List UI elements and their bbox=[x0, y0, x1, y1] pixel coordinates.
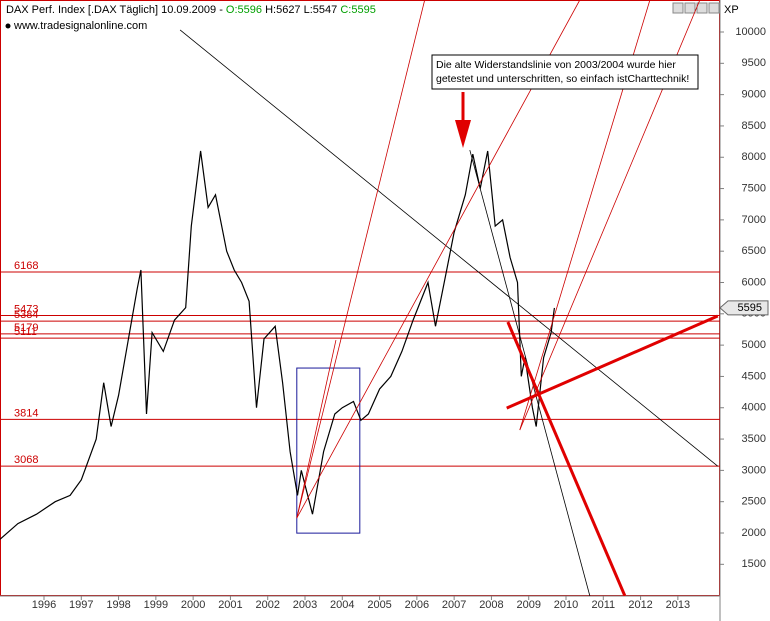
x-tick-label: 1999 bbox=[144, 599, 168, 611]
x-tick-label: 2009 bbox=[516, 599, 540, 611]
y-tick-label: 8000 bbox=[742, 151, 766, 163]
y-tick-label: 3500 bbox=[742, 433, 766, 445]
trend-line bbox=[296, 339, 337, 519]
level-label: 5384 bbox=[14, 309, 38, 321]
x-tick-label: 2002 bbox=[255, 599, 279, 611]
x-tick-label: 2000 bbox=[181, 599, 205, 611]
y-tick-label: 2000 bbox=[742, 527, 766, 539]
price-line bbox=[0, 150, 555, 540]
source-bullet bbox=[5, 23, 11, 29]
x-tick-label: 2012 bbox=[628, 599, 652, 611]
x-tick-label: 1997 bbox=[69, 599, 93, 611]
level-label: 5179 bbox=[14, 322, 38, 334]
annotation-text: Die alte Widerstandslinie von 2003/2004 … bbox=[436, 59, 676, 71]
level-label: 3068 bbox=[14, 454, 38, 466]
nav-buttons bbox=[672, 2, 720, 14]
y-tick-label: 4000 bbox=[742, 402, 766, 414]
nav-right[interactable] bbox=[684, 2, 696, 14]
level-label: 5111 bbox=[14, 326, 37, 338]
x-tick-label: 2007 bbox=[442, 599, 466, 611]
scale-label: XP bbox=[724, 4, 739, 16]
trend-line bbox=[179, 29, 719, 467]
x-tick-label: 1998 bbox=[106, 599, 130, 611]
last-price-box bbox=[719, 300, 769, 316]
x-tick-label: 2004 bbox=[330, 599, 354, 611]
y-tick-label: 7500 bbox=[742, 182, 766, 194]
nav-zoom[interactable] bbox=[696, 2, 708, 14]
ohlc-open: O:5596 bbox=[226, 4, 262, 16]
ohlc-close: C:5595 bbox=[340, 4, 375, 16]
y-tick-label: 6500 bbox=[742, 245, 766, 257]
annotation-box bbox=[431, 54, 699, 90]
plot bbox=[0, 0, 720, 596]
x-tick-label: 1996 bbox=[32, 599, 56, 611]
y-tick-label: 8500 bbox=[742, 120, 766, 132]
annotation-text: getestet und unterschritten, so einfach … bbox=[436, 73, 689, 85]
y-tick-label: 2500 bbox=[742, 496, 766, 508]
x-tick-label: 2011 bbox=[591, 599, 615, 611]
trend-line bbox=[506, 314, 719, 410]
level-label: 5473 bbox=[14, 303, 38, 315]
y-tick-label: 3000 bbox=[742, 464, 766, 476]
source: www.tradesignalonline.com bbox=[13, 20, 147, 32]
ohlc-high: H:5627 bbox=[265, 4, 300, 16]
trend-line bbox=[296, 0, 426, 519]
x-tick-label: 2003 bbox=[293, 599, 317, 611]
y-tick-label: 5000 bbox=[742, 339, 766, 351]
annotation: Die alte Widerstandslinie von 2003/2004 … bbox=[431, 54, 699, 148]
nav-left[interactable] bbox=[672, 2, 684, 14]
y-tick-label: 4500 bbox=[742, 370, 766, 382]
y-tick-label: 10000 bbox=[735, 26, 766, 38]
y-tick-label: 1500 bbox=[742, 558, 766, 570]
y-tick-label: 9000 bbox=[742, 89, 766, 101]
x-tick-label: 2001 bbox=[218, 599, 242, 611]
y-tick-label: 7000 bbox=[742, 214, 766, 226]
level-label: 3814 bbox=[14, 407, 38, 419]
last-price-label: 5595 bbox=[738, 302, 762, 314]
trend-line bbox=[506, 321, 627, 596]
highlight-box bbox=[296, 367, 361, 534]
level-label: 6168 bbox=[14, 260, 38, 272]
chart-title: DAX Perf. Index [.DAX Täglich] 10.09.200… bbox=[6, 4, 223, 16]
x-tick-label: 2010 bbox=[554, 599, 578, 611]
x-tick-label: 2008 bbox=[479, 599, 503, 611]
x-tick-label: 2013 bbox=[666, 599, 690, 611]
y-tick-label: 6000 bbox=[742, 276, 766, 288]
x-tick-label: 2005 bbox=[367, 599, 391, 611]
x-tick-label: 2006 bbox=[405, 599, 429, 611]
header: DAX Perf. Index [.DAX Täglich] 10.09.200… bbox=[6, 4, 376, 16]
y-tick-label: 9500 bbox=[742, 57, 766, 69]
annotation-arrow-head bbox=[455, 120, 471, 148]
nav-close[interactable] bbox=[708, 2, 720, 14]
ohlc-low: L:5547 bbox=[304, 4, 338, 16]
